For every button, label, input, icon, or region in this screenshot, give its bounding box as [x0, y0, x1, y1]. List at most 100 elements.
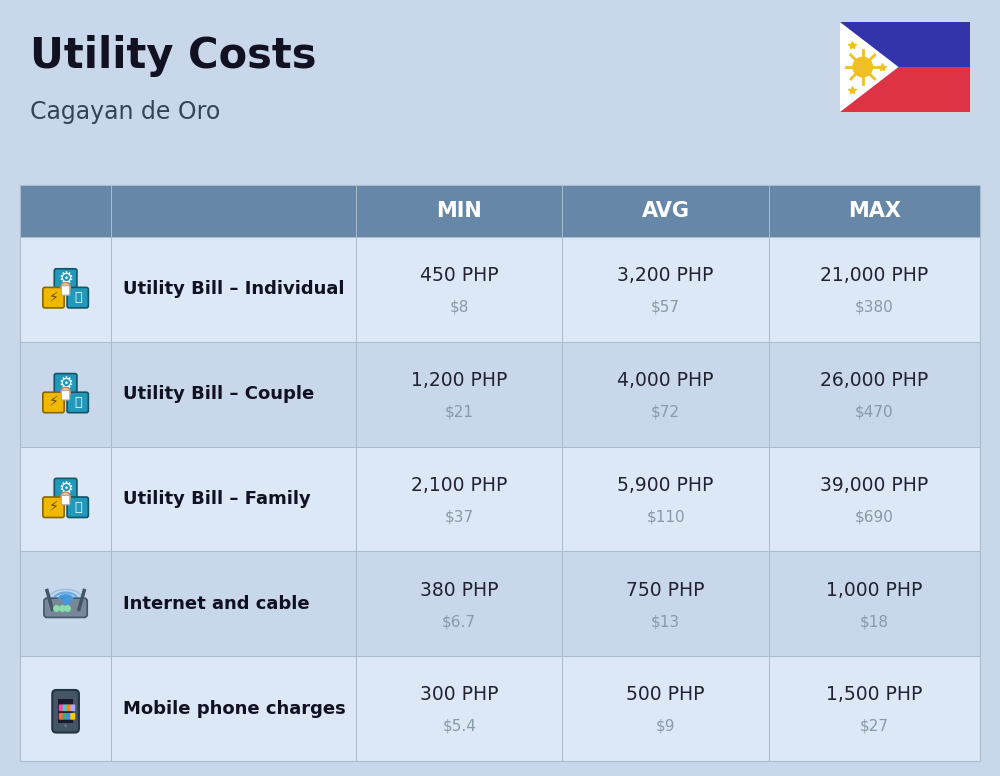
Text: ⚡: ⚡: [48, 501, 58, 514]
Circle shape: [853, 57, 872, 77]
Bar: [20, 237, 111, 341]
Text: MIN: MIN: [436, 201, 482, 221]
Bar: [111, 552, 356, 656]
FancyBboxPatch shape: [59, 705, 64, 711]
Bar: [769, 341, 980, 447]
Bar: [111, 237, 356, 341]
Text: $470: $470: [855, 404, 894, 420]
Bar: [769, 237, 980, 341]
Text: Cagayan de Oro: Cagayan de Oro: [30, 100, 220, 124]
FancyBboxPatch shape: [70, 705, 75, 711]
Text: 1,500 PHP: 1,500 PHP: [826, 685, 923, 705]
Bar: [562, 341, 769, 447]
Bar: [769, 552, 980, 656]
Text: $690: $690: [855, 509, 894, 525]
Text: ⚡: ⚡: [48, 291, 58, 305]
Text: 500 PHP: 500 PHP: [626, 685, 705, 705]
Text: $110: $110: [646, 509, 685, 525]
FancyBboxPatch shape: [61, 390, 70, 400]
FancyBboxPatch shape: [66, 705, 71, 711]
Text: Utility Bill – Individual: Utility Bill – Individual: [123, 280, 345, 299]
Bar: [769, 185, 980, 237]
Bar: [562, 237, 769, 341]
Polygon shape: [840, 22, 898, 112]
Bar: [111, 656, 356, 761]
Text: ⚙: ⚙: [58, 270, 73, 289]
Text: 1,200 PHP: 1,200 PHP: [411, 371, 507, 390]
Bar: [20, 185, 111, 237]
Text: $9: $9: [656, 719, 675, 734]
Text: 🚿: 🚿: [74, 396, 82, 409]
Bar: [20, 447, 111, 552]
Text: $21: $21: [445, 404, 474, 420]
Text: Utility Bill – Family: Utility Bill – Family: [123, 490, 311, 508]
Bar: [356, 185, 562, 237]
FancyBboxPatch shape: [54, 478, 77, 500]
Bar: [769, 447, 980, 552]
Text: 300 PHP: 300 PHP: [420, 685, 498, 705]
Text: Internet and cable: Internet and cable: [123, 594, 310, 613]
Bar: [562, 447, 769, 552]
Bar: [356, 656, 562, 761]
Bar: [20, 552, 111, 656]
Text: 450 PHP: 450 PHP: [420, 266, 499, 286]
FancyBboxPatch shape: [63, 713, 68, 719]
Text: 380 PHP: 380 PHP: [420, 580, 498, 600]
Text: Utility Costs: Utility Costs: [30, 35, 316, 77]
Text: 4,000 PHP: 4,000 PHP: [617, 371, 714, 390]
Text: ⚙: ⚙: [58, 480, 73, 498]
Text: 🚿: 🚿: [74, 501, 82, 514]
FancyBboxPatch shape: [59, 713, 64, 719]
FancyBboxPatch shape: [54, 373, 77, 395]
Text: $18: $18: [860, 614, 889, 629]
Text: Utility Bill – Couple: Utility Bill – Couple: [123, 385, 314, 404]
Text: ⚡: ⚡: [48, 396, 58, 410]
Bar: [356, 341, 562, 447]
Bar: [356, 552, 562, 656]
Text: 39,000 PHP: 39,000 PHP: [820, 476, 929, 495]
FancyBboxPatch shape: [840, 22, 970, 112]
Bar: [111, 341, 356, 447]
Text: 26,000 PHP: 26,000 PHP: [820, 371, 929, 390]
Circle shape: [61, 387, 70, 397]
Text: Mobile phone charges: Mobile phone charges: [123, 700, 346, 718]
Bar: [58, 699, 73, 723]
FancyBboxPatch shape: [63, 705, 68, 711]
Bar: [769, 656, 980, 761]
Text: $13: $13: [651, 614, 680, 629]
Text: $5.4: $5.4: [442, 719, 476, 734]
FancyBboxPatch shape: [43, 497, 64, 518]
Text: 21,000 PHP: 21,000 PHP: [820, 266, 929, 286]
FancyBboxPatch shape: [52, 690, 79, 733]
Circle shape: [61, 492, 70, 501]
FancyBboxPatch shape: [61, 286, 70, 295]
Polygon shape: [840, 22, 970, 67]
FancyBboxPatch shape: [43, 392, 64, 413]
Text: $72: $72: [651, 404, 680, 420]
FancyBboxPatch shape: [43, 287, 64, 308]
FancyBboxPatch shape: [61, 495, 70, 505]
Text: $380: $380: [855, 300, 894, 315]
Bar: [20, 185, 980, 761]
FancyBboxPatch shape: [66, 713, 71, 719]
Bar: [111, 447, 356, 552]
Text: 2,100 PHP: 2,100 PHP: [411, 476, 507, 495]
Text: ⚙: ⚙: [58, 375, 73, 393]
Text: $6.7: $6.7: [442, 614, 476, 629]
Bar: [562, 185, 769, 237]
Polygon shape: [840, 67, 970, 112]
Bar: [562, 552, 769, 656]
Bar: [20, 341, 111, 447]
Bar: [562, 656, 769, 761]
FancyBboxPatch shape: [70, 713, 75, 719]
Text: 5,900 PHP: 5,900 PHP: [617, 476, 714, 495]
Text: $8: $8: [450, 300, 469, 315]
Text: MAX: MAX: [848, 201, 901, 221]
FancyBboxPatch shape: [67, 392, 88, 413]
Text: $57: $57: [651, 300, 680, 315]
Text: $37: $37: [445, 509, 474, 525]
Text: 3,200 PHP: 3,200 PHP: [617, 266, 714, 286]
Text: $27: $27: [860, 719, 889, 734]
Circle shape: [61, 282, 70, 292]
FancyBboxPatch shape: [44, 598, 87, 618]
